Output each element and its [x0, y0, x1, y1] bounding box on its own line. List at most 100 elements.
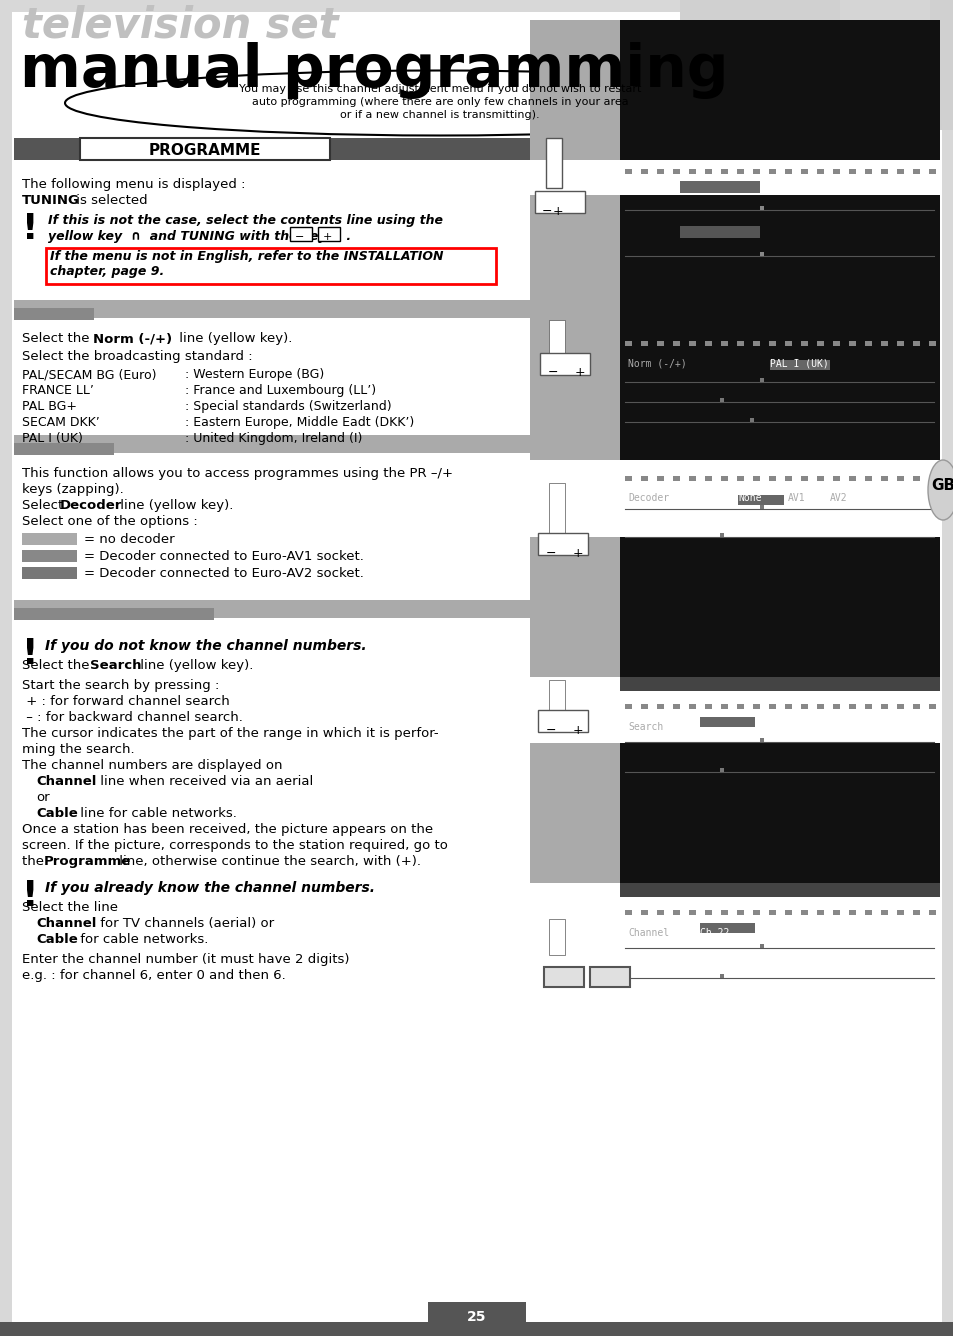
- Text: 25: 25: [467, 1311, 486, 1324]
- Bar: [928, 910, 935, 915]
- Bar: [530, 743, 619, 883]
- Bar: [80, 138, 330, 160]
- Text: −: −: [545, 546, 556, 560]
- Bar: [619, 537, 939, 677]
- Bar: [737, 476, 743, 481]
- Bar: [816, 476, 823, 481]
- Bar: [640, 168, 647, 174]
- Bar: [537, 709, 587, 732]
- Text: AV1: AV1: [787, 493, 804, 502]
- Bar: [545, 138, 561, 188]
- Bar: [589, 967, 629, 987]
- Bar: [737, 341, 743, 346]
- Bar: [760, 253, 763, 257]
- Text: e.g. : for channel 6, enter 0 and then 6.: e.g. : for channel 6, enter 0 and then 6…: [22, 969, 286, 982]
- Text: Select one of the options :: Select one of the options :: [22, 514, 197, 528]
- Bar: [848, 168, 855, 174]
- Text: Norm (-/+): Norm (-/+): [627, 358, 686, 367]
- Bar: [14, 138, 939, 160]
- Text: : Eastern Europe, Middle Eadt (DKK’): : Eastern Europe, Middle Eadt (DKK’): [185, 415, 414, 429]
- Bar: [290, 227, 312, 240]
- Bar: [720, 533, 723, 537]
- Bar: [752, 476, 760, 481]
- Bar: [530, 537, 619, 677]
- Bar: [801, 168, 807, 174]
- Text: Search: Search: [627, 721, 662, 732]
- Bar: [928, 168, 935, 174]
- Bar: [737, 168, 743, 174]
- Bar: [912, 476, 919, 481]
- Text: line for cable networks.: line for cable networks.: [76, 807, 236, 820]
- Text: GB: GB: [930, 478, 953, 493]
- Bar: [22, 566, 77, 578]
- Bar: [784, 910, 791, 915]
- Bar: [768, 910, 775, 915]
- Bar: [760, 737, 763, 741]
- Text: = Decoder connected to Euro-AV1 socket.: = Decoder connected to Euro-AV1 socket.: [84, 550, 363, 562]
- Text: −: −: [294, 232, 304, 242]
- Bar: [720, 168, 727, 174]
- Bar: [752, 704, 760, 709]
- Bar: [688, 168, 696, 174]
- Bar: [619, 325, 939, 460]
- Bar: [880, 704, 887, 709]
- Bar: [535, 191, 584, 212]
- Text: !: !: [22, 212, 38, 246]
- Text: = Decoder connected to Euro-AV2 socket.: = Decoder connected to Euro-AV2 socket.: [84, 566, 363, 580]
- Bar: [720, 974, 723, 978]
- Text: The channel numbers are displayed on: The channel numbers are displayed on: [22, 759, 282, 772]
- Text: The following menu is displayed :: The following menu is displayed :: [22, 178, 245, 191]
- Bar: [738, 496, 783, 505]
- Text: line (yellow key).: line (yellow key).: [136, 659, 253, 672]
- Text: or if a new channel is transmitting).: or if a new channel is transmitting).: [340, 110, 539, 120]
- Text: −: −: [547, 366, 558, 379]
- Text: +: +: [573, 724, 583, 737]
- Bar: [624, 704, 631, 709]
- Text: or: or: [36, 791, 50, 804]
- Bar: [928, 476, 935, 481]
- Bar: [672, 476, 679, 481]
- Bar: [801, 704, 807, 709]
- Bar: [816, 341, 823, 346]
- Text: for TV channels (aerial) or: for TV channels (aerial) or: [96, 916, 274, 930]
- Bar: [22, 550, 77, 562]
- Bar: [848, 704, 855, 709]
- Bar: [539, 353, 589, 375]
- Bar: [912, 910, 919, 915]
- Text: ming the search.: ming the search.: [22, 743, 134, 756]
- Bar: [543, 967, 583, 987]
- Bar: [679, 0, 953, 130]
- Text: Programme: Programme: [44, 855, 132, 868]
- Text: chapter, page 9.: chapter, page 9.: [50, 265, 164, 278]
- Text: keys (zapping).: keys (zapping).: [22, 484, 124, 496]
- Text: −: −: [545, 724, 556, 737]
- Text: line when received via an aerial: line when received via an aerial: [96, 775, 313, 788]
- Bar: [720, 910, 727, 915]
- Bar: [912, 704, 919, 709]
- Bar: [768, 476, 775, 481]
- Text: television set: television set: [22, 5, 338, 47]
- Bar: [801, 910, 807, 915]
- Bar: [928, 341, 935, 346]
- Bar: [896, 341, 903, 346]
- Bar: [749, 418, 753, 422]
- Text: Start the search by pressing :: Start the search by pressing :: [22, 679, 219, 692]
- Bar: [720, 398, 723, 402]
- Bar: [784, 704, 791, 709]
- Text: If you do not know the channel numbers.: If you do not know the channel numbers.: [45, 639, 366, 653]
- Ellipse shape: [65, 71, 814, 135]
- Text: : Western Europe (BG): : Western Europe (BG): [185, 367, 324, 381]
- Text: Cable: Cable: [36, 933, 77, 946]
- Text: Select the: Select the: [22, 333, 93, 345]
- Bar: [640, 910, 647, 915]
- Text: SECAM DKK’: SECAM DKK’: [22, 415, 100, 429]
- Bar: [704, 476, 711, 481]
- Bar: [768, 704, 775, 709]
- Bar: [679, 226, 760, 238]
- Bar: [880, 341, 887, 346]
- Bar: [624, 168, 631, 174]
- Bar: [801, 341, 807, 346]
- Bar: [619, 195, 939, 325]
- Text: Select the line: Select the line: [22, 900, 118, 914]
- Text: !: !: [22, 637, 38, 671]
